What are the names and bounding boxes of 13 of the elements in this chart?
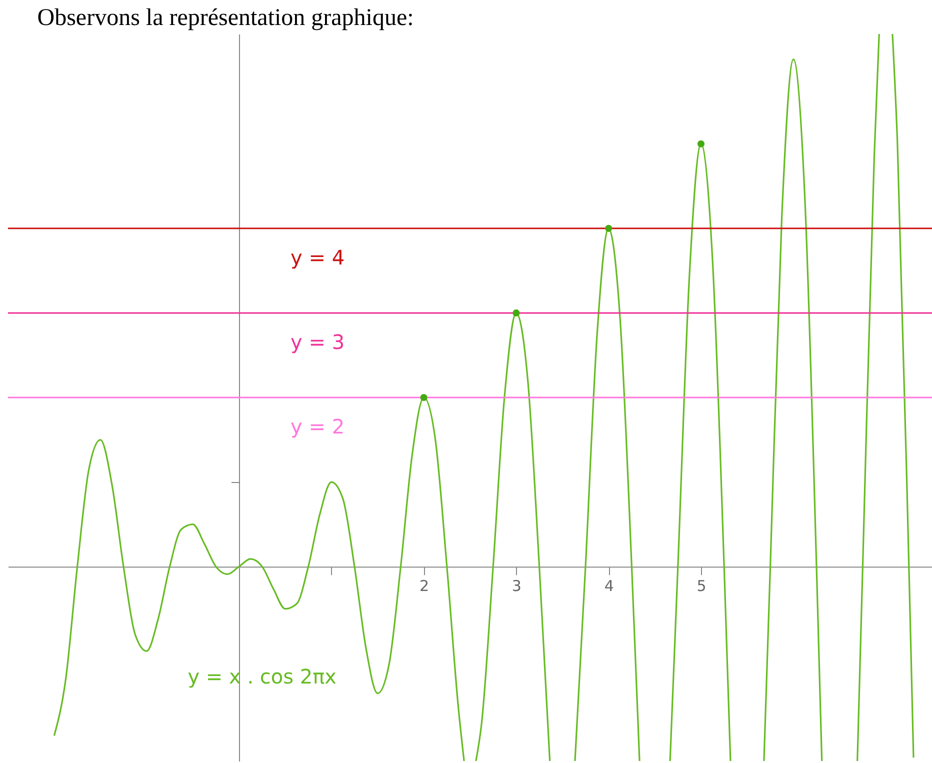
point <box>697 140 705 148</box>
chart-title: Observons la représentation graphique: <box>37 5 414 31</box>
ref-line-label: y = 2 <box>290 414 345 438</box>
x-tick-label: 3 <box>512 577 522 596</box>
series-label: y = x . cos 2πx <box>188 664 337 688</box>
x-tick-label: 4 <box>604 577 614 596</box>
x-tick-label: 2 <box>420 577 430 596</box>
point <box>420 394 428 402</box>
x-tick-label: 5 <box>696 577 706 596</box>
ref-line-label: y = 4 <box>290 245 345 270</box>
ref-line-label: y = 3 <box>290 330 345 354</box>
point <box>512 309 520 316</box>
point <box>605 224 612 232</box>
